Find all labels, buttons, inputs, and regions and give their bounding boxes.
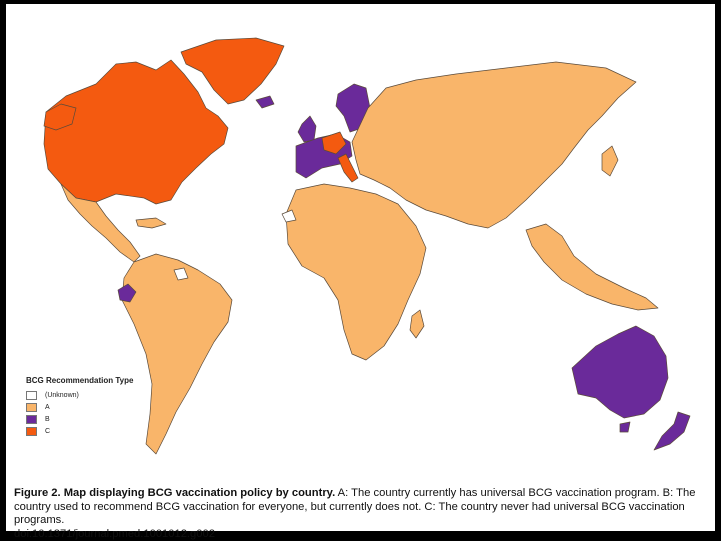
region-tasmania	[619, 421, 631, 433]
figure-frame: BCG Recommendation Type (Unknown) A B C …	[6, 4, 715, 540]
region-uk	[297, 115, 317, 143]
region-iceland	[255, 95, 275, 109]
legend-title: BCG Recommendation Type	[26, 376, 134, 385]
caption-doi: doi:10.1371/journal.pmed.1001012.g002	[14, 527, 215, 540]
region-alaska	[43, 103, 77, 131]
caption-title: Figure 2. Map displaying BCG vaccination…	[14, 487, 336, 499]
region-africa	[285, 183, 427, 361]
region-north-america	[43, 59, 229, 205]
legend-item-b: B	[26, 413, 133, 425]
region-caribbean	[135, 217, 167, 229]
legend-label-b: B	[45, 415, 50, 423]
region-eurasia	[351, 61, 637, 229]
region-new-zealand	[653, 411, 691, 451]
legend-swatch-c	[26, 426, 37, 436]
region-greenland	[180, 37, 285, 105]
region-madagascar	[409, 309, 425, 339]
region-western-sahara-unknown	[281, 209, 297, 223]
legend-swatch-a	[26, 402, 37, 412]
region-italy	[337, 153, 359, 183]
legend-item-c: C	[26, 425, 133, 437]
region-southeast-asia	[525, 223, 659, 311]
region-central-europe	[321, 131, 347, 155]
legend-label-unknown: (Unknown)	[45, 391, 79, 399]
region-ecuador	[117, 283, 137, 303]
legend-swatch-b	[26, 414, 37, 424]
legend-label-c: C	[45, 427, 51, 435]
region-australia	[571, 325, 669, 419]
region-south-america	[121, 253, 233, 455]
caption-text: A: The country currently has universal B…	[14, 487, 696, 526]
map-legend: BCG Recommendation Type (Unknown) A B C	[26, 376, 133, 437]
world-map	[43, 37, 691, 455]
legend-item-a: A	[26, 401, 133, 413]
legend-swatch-unknown	[26, 390, 37, 400]
figure-caption: Figure 2. Map displaying BCG vaccination…	[14, 487, 714, 541]
region-japan	[601, 145, 619, 177]
region-mexico-central-america	[60, 183, 141, 263]
region-guiana-unknown	[173, 267, 189, 281]
legend-item-unknown: (Unknown)	[26, 389, 133, 401]
legend-label-a: A	[45, 403, 50, 411]
